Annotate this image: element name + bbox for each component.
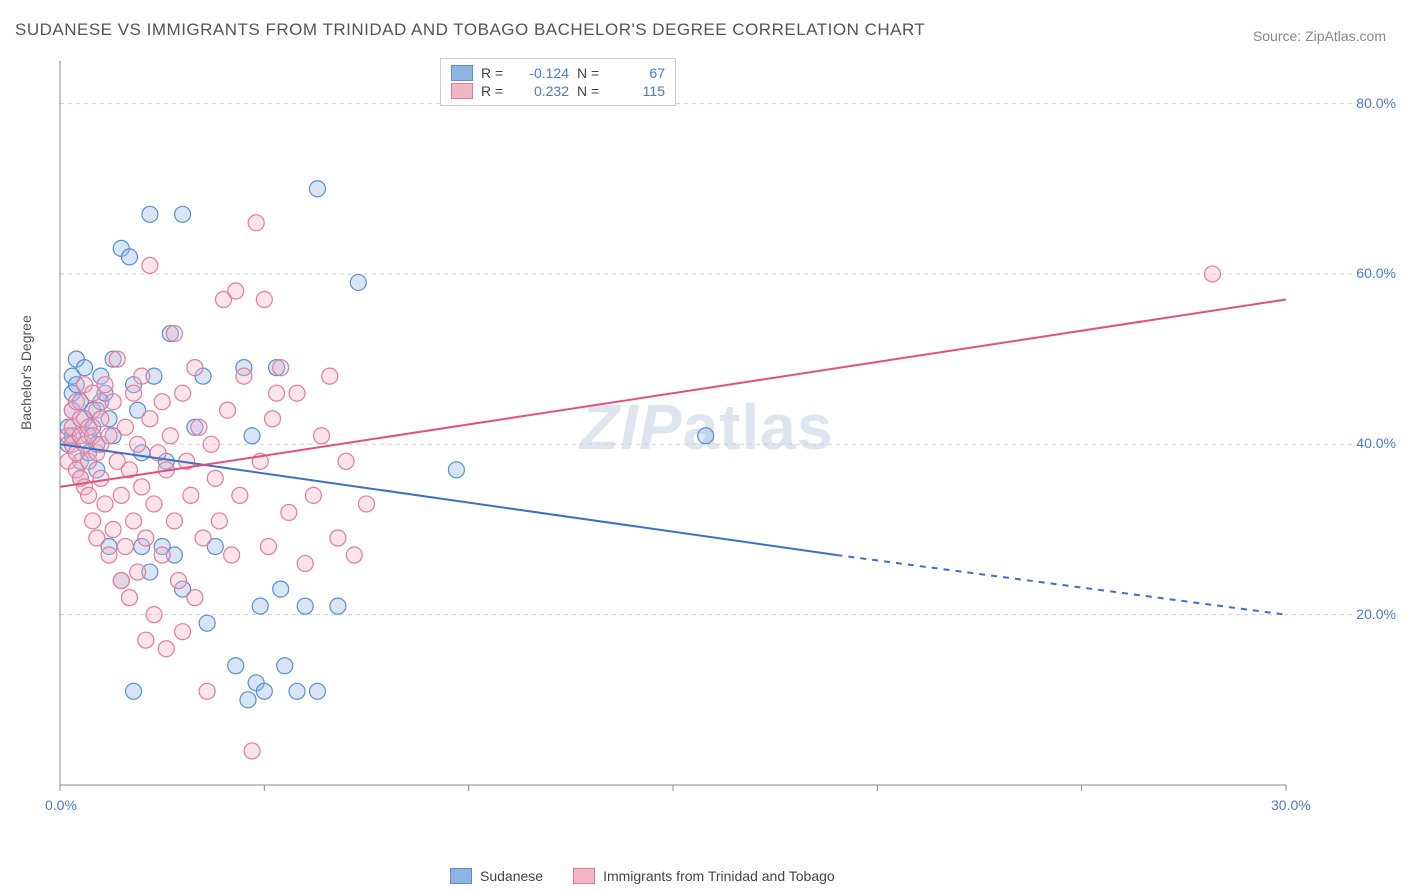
y-tick-label: 20.0%	[1356, 606, 1396, 622]
y-tick-label: 40.0%	[1356, 435, 1396, 451]
legend-swatch-blue	[451, 65, 473, 81]
legend-series: Sudanese Immigrants from Trinidad and To…	[450, 868, 835, 884]
legend-r-label: R =	[481, 65, 511, 81]
legend-swatch-blue	[450, 868, 472, 884]
legend-item-1: Sudanese	[450, 868, 543, 884]
x-tick-label: 30.0%	[1271, 797, 1311, 813]
chart-title: SUDANESE VS IMMIGRANTS FROM TRINIDAD AND…	[15, 20, 925, 40]
legend-stats: R = -0.124 N = 67 R = 0.232 N = 115	[440, 58, 676, 106]
legend-n-label: N =	[577, 83, 607, 99]
legend-stats-row-2: R = 0.232 N = 115	[451, 83, 665, 99]
legend-stats-row-1: R = -0.124 N = 67	[451, 65, 665, 81]
chart-area	[50, 55, 1356, 825]
y-axis-label: Bachelor's Degree	[18, 315, 34, 430]
legend-n-label: N =	[577, 65, 607, 81]
legend-r-value-2: 0.232	[519, 83, 569, 99]
x-tick-label: 0.0%	[45, 797, 77, 813]
y-tick-label: 80.0%	[1356, 95, 1396, 111]
legend-item-2: Immigrants from Trinidad and Tobago	[573, 868, 835, 884]
legend-item-label: Sudanese	[480, 868, 543, 884]
scatter-plot	[50, 55, 1356, 825]
legend-swatch-pink	[451, 83, 473, 99]
y-tick-label: 60.0%	[1356, 265, 1396, 281]
legend-r-value-1: -0.124	[519, 65, 569, 81]
legend-n-value-2: 115	[615, 83, 665, 99]
legend-item-label: Immigrants from Trinidad and Tobago	[603, 868, 835, 884]
legend-n-value-1: 67	[615, 65, 665, 81]
legend-r-label: R =	[481, 83, 511, 99]
legend-swatch-pink	[573, 868, 595, 884]
source-label: Source: ZipAtlas.com	[1253, 28, 1386, 44]
